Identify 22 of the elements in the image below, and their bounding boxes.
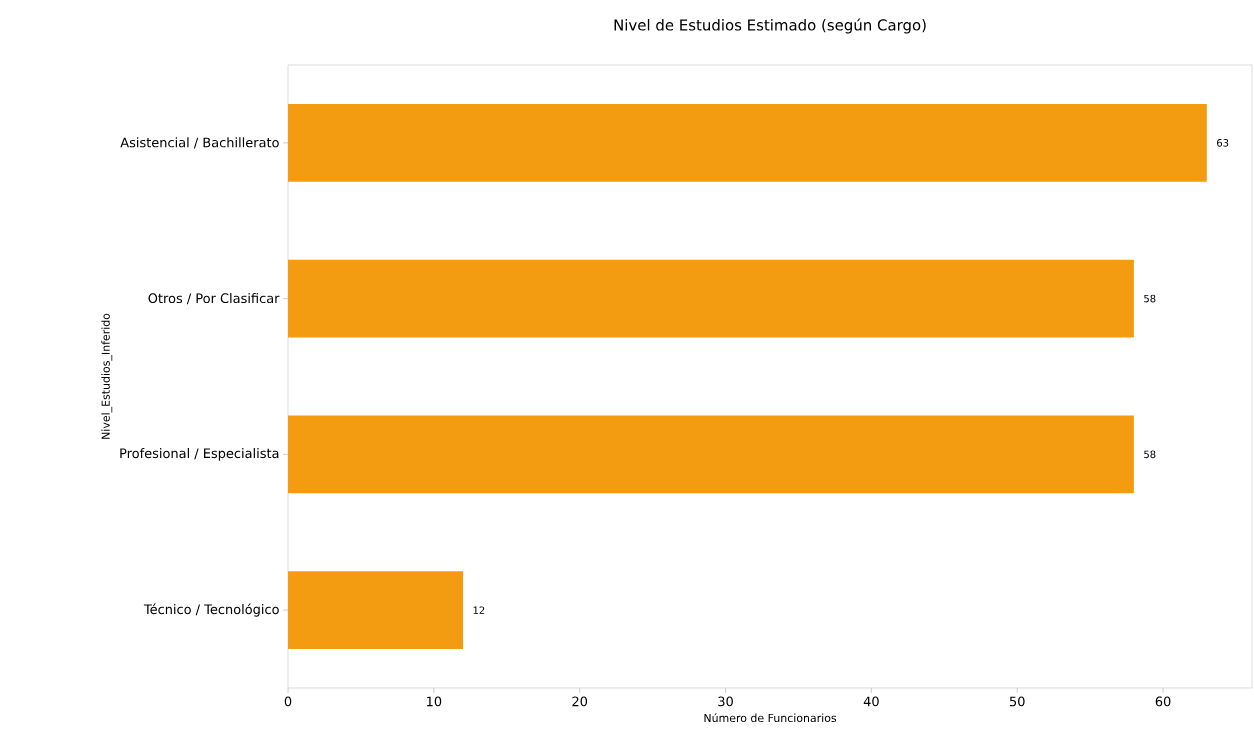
y-tick-label: Asistencial / Bachillerato [120,137,279,149]
y-tick-label: Profesional / Especialista [120,448,279,461]
data-label: 58 [1144,294,1156,303]
x-tick-label: 30 [718,696,733,707]
bar [288,415,1134,494]
bar [288,571,464,650]
x-tick-label: 50 [1009,696,1025,707]
data-label: 63 [1217,139,1229,147]
data-label: 58 [1144,450,1156,459]
x-tick-label: 60 [1155,696,1171,707]
bar [288,103,1207,182]
y-tick-label: Otros / Por Clasificar [148,293,280,305]
data-label: 12 [473,606,485,614]
bar [288,259,1134,338]
x-axis-title: Número de Funcionarios [704,713,837,723]
x-tick-label: 10 [427,696,442,707]
y-tick-label: Técnico / Tecnológico [143,603,279,617]
x-tick-label: 20 [572,696,588,707]
chart-title: Nivel de Estudios Estimado (según Cargo) [614,18,926,34]
x-tick-label: 0 [284,696,292,707]
x-tick-label: 40 [863,696,879,707]
y-axis-title: Nivel_Estudios_Inferido [101,313,113,439]
